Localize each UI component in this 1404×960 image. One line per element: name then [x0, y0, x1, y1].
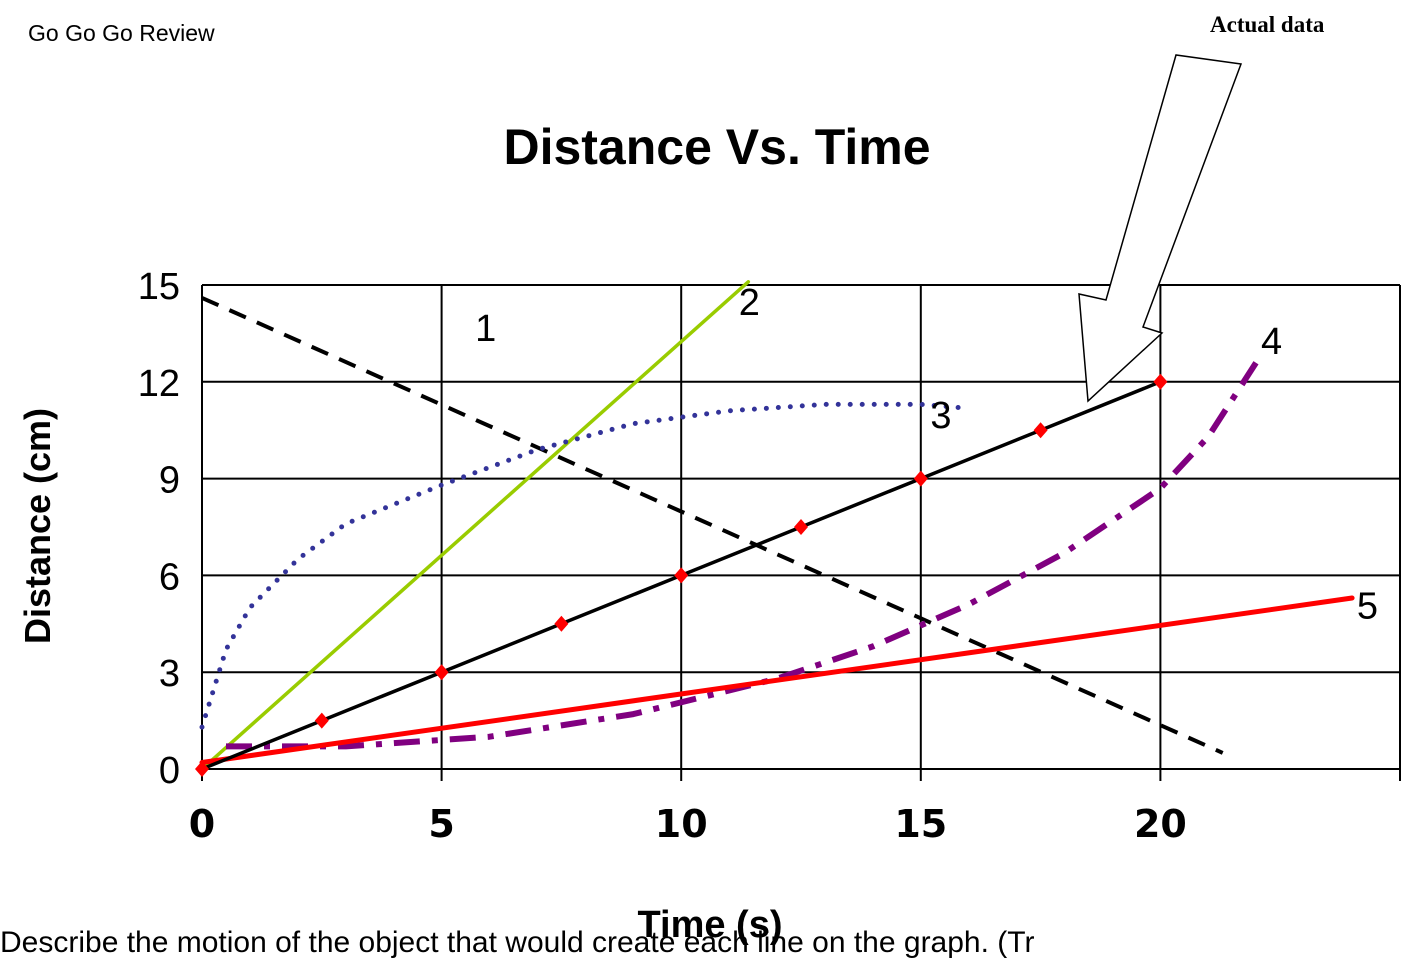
x-tick-label: 0 [189, 802, 215, 846]
y-tick-label: 15 [138, 266, 180, 308]
series-label: 3 [930, 395, 951, 437]
data-point-marker [674, 567, 688, 583]
series-line-4 [226, 362, 1256, 746]
x-tick-label: 20 [1134, 802, 1187, 846]
x-tick-label: 15 [894, 802, 947, 846]
series-label: 2 [739, 282, 760, 324]
series-label: 5 [1357, 585, 1378, 627]
y-tick-label: 12 [138, 363, 180, 405]
series-line-1 [202, 298, 1223, 753]
data-point-marker [315, 713, 329, 729]
data-point-marker [794, 519, 808, 535]
y-tick-label: 0 [159, 750, 180, 792]
series-label: 4 [1261, 321, 1282, 363]
x-tick-label: 5 [428, 802, 454, 846]
y-tick-label: 3 [159, 653, 180, 695]
series-label: 1 [475, 308, 496, 350]
data-point-marker [435, 664, 449, 680]
data-point-marker [1034, 422, 1048, 438]
data-point-marker [1153, 374, 1167, 390]
y-tick-label: 6 [159, 556, 180, 598]
x-tick-label: 10 [655, 802, 708, 846]
data-point-marker [554, 616, 568, 632]
series-line-3 [202, 404, 959, 727]
series-line-5 [202, 598, 1352, 763]
y-tick-label: 9 [159, 460, 180, 502]
data-point-marker [914, 471, 928, 487]
